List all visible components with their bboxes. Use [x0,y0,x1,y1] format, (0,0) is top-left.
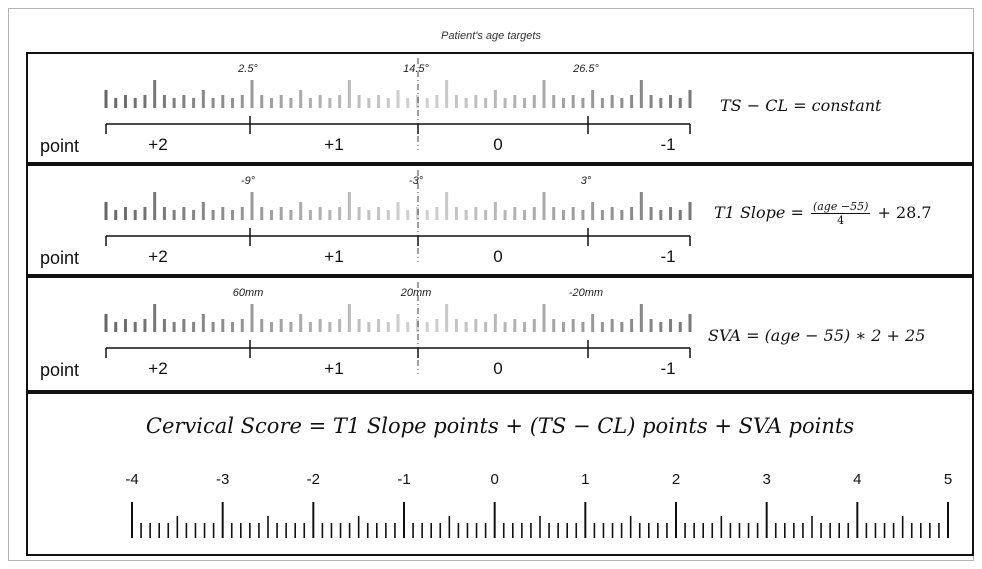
score-tick-label: 3 [762,471,770,488]
ts-cl-panel: 2.5° 14.5° 26.5° point +2 +1 0 -1 TS − CL = con… [26,52,974,164]
t1-slope-equation: T1 Slope = (age −55) 4 + 28.7 [714,200,932,227]
t1-slope-eq-rhs: + 28.7 [877,203,932,222]
point-value: +2 [148,247,167,266]
point-value: -1 [660,135,675,154]
t1-slope-fraction: (age −55) 4 [810,200,871,227]
cervical-score-ruler: -4 -3 -2 -1 0 1 2 3 4 5 [125,471,952,538]
score-tick-label: 5 [944,471,952,488]
target-label: 26.5° [572,63,599,75]
t1-slope-panel: -9° -3° 3° point +2 +1 0 -1 T1 Slope = (age −55… [26,164,974,276]
target-label: -3° [409,175,424,187]
t1-slope-eq-lhs: T1 Slope = [714,203,804,222]
score-tick-label: 2 [672,471,680,488]
score-tick-label: -4 [125,471,138,488]
score-tick-label: -3 [216,471,229,488]
score-tick-label: 1 [581,471,589,488]
t1-slope-ruler: -9° -3° 3° point +2 +1 0 -1 [40,170,692,268]
sva-ruler: 60mm 20mm -20mm point +2 +1 0 -1 [40,282,692,380]
point-value: 0 [493,135,502,154]
t1-slope-frac-den: 4 [837,214,845,227]
cervical-score-equation: Cervical Score = T1 Slope points + (TS −… [145,414,855,438]
score-tick-label: -2 [307,471,320,488]
point-value: +1 [324,247,343,266]
point-value: -1 [660,247,675,266]
target-label: -20mm [569,287,603,299]
age-targets-title: Patient's age targets [441,30,541,42]
score-tick-label: 4 [853,471,861,488]
target-label: 2.5° [237,63,258,75]
target-label: 14.5° [403,63,429,75]
sva-equation: SVA = (age − 55) ∗ 2 + 25 [708,326,926,345]
point-value: +1 [324,135,343,154]
point-value: 0 [493,359,502,378]
target-label: 3° [581,175,592,187]
point-value: -1 [660,359,675,378]
point-label: point [40,248,79,268]
target-label: 60mm [233,287,264,299]
point-value: +2 [148,135,167,154]
target-label: -9° [241,175,256,187]
ts-cl-ruler: 2.5° 14.5° 26.5° point +2 +1 0 -1 [40,58,692,156]
point-value: +2 [148,359,167,378]
t1-slope-frac-num: (age −55) [810,200,871,214]
cervical-score-panel: Cervical Score = T1 Slope points + (TS −… [26,392,974,556]
sva-panel: 60mm 20mm -20mm point +2 +1 0 -1 SVA = (age − 5… [26,276,974,392]
ts-cl-equation: TS − CL = constant [720,96,882,115]
point-label: point [40,136,79,156]
point-value: 0 [493,247,502,266]
score-tick-label: -1 [397,471,410,488]
point-value: +1 [324,359,343,378]
score-tick-label: 0 [490,471,498,488]
target-label: 20mm [400,287,432,299]
point-label: point [40,360,79,380]
